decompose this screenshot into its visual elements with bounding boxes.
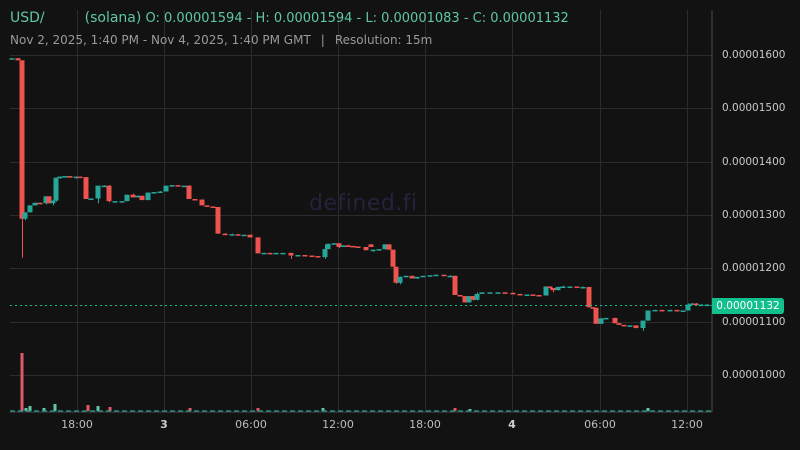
price-tick-label: 0.00001300 [722, 208, 786, 221]
grid-lines [10, 10, 712, 412]
chart-legend: USD/ (solana) O: 0.00001594 - H: 0.000015… [10, 10, 569, 26]
network-label: (solana) [84, 10, 142, 26]
candles [9, 58, 710, 331]
time-tick-label: 12:00 [322, 418, 354, 431]
time-tick-label: 12:00 [671, 418, 703, 431]
price-tick-label: 0.00001000 [722, 368, 786, 381]
time-tick-label: 4 [508, 418, 516, 431]
time-tick-label: 3 [160, 418, 168, 431]
price-tick-label: 0.00001400 [722, 155, 786, 168]
time-tick-label: 18:00 [409, 418, 441, 431]
resolution-label[interactable]: Resolution: 15m [334, 33, 433, 47]
time-tick-label: 06:00 [235, 418, 267, 431]
price-tick-label: 0.00001100 [722, 315, 786, 328]
last-price-tag: 0.00001132 [712, 297, 784, 314]
time-tick-label: 18:00 [61, 418, 93, 431]
pair-symbol[interactable]: USD/ [10, 10, 45, 26]
time-tick-label: 06:00 [584, 418, 616, 431]
separator: | [320, 33, 325, 47]
chart-subtitle: Nov 2, 2025, 1:40 PM - Nov 4, 2025, 1:40… [10, 33, 432, 47]
ohlc-values: O: 0.00001594 - H: 0.00001594 - L: 0.000… [145, 11, 569, 26]
volume-bars [20, 353, 650, 411]
price-tick-label: 0.00001600 [722, 48, 786, 61]
price-tick-label: 0.00001200 [722, 261, 786, 274]
date-range: Nov 2, 2025, 1:40 PM - Nov 4, 2025, 1:40… [10, 33, 311, 47]
price-tick-label: 0.00001500 [722, 101, 786, 114]
watermark: defined.fi [309, 191, 418, 216]
